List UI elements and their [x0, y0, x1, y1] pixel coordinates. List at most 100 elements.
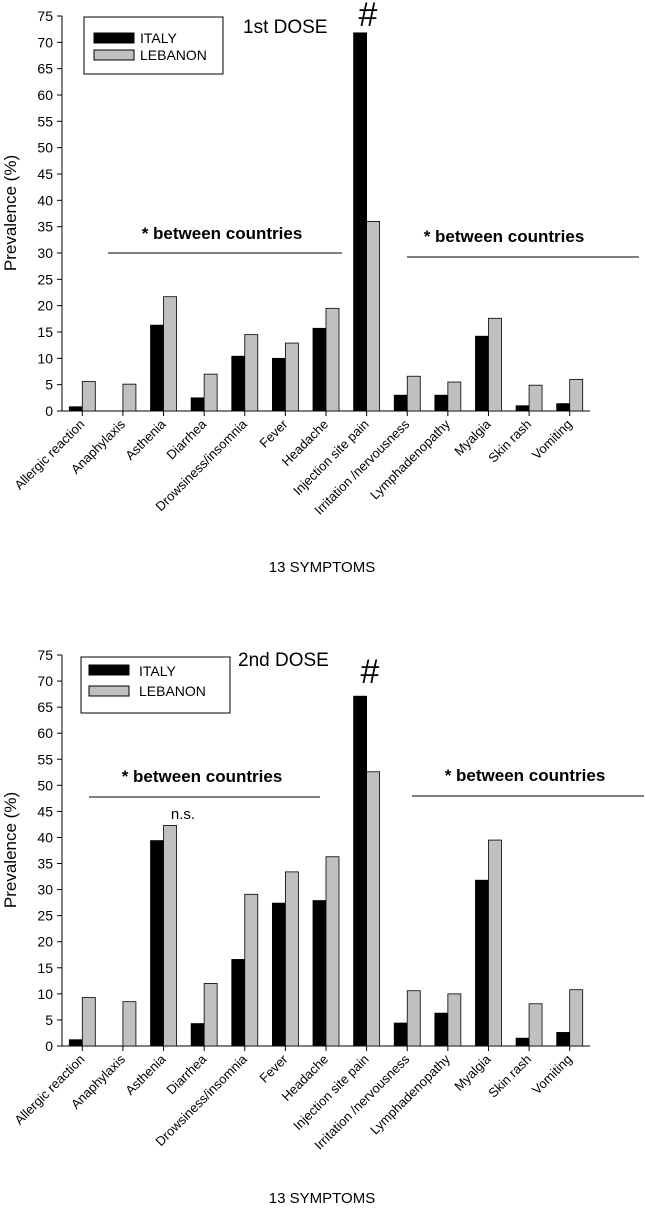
legend-swatch-lebanon [93, 49, 135, 61]
bar-lebanon-13 [569, 378, 584, 412]
bar-italy-5 [231, 355, 246, 412]
y-axis-label: Prevalence (%) [1, 792, 20, 908]
bar-lebanon-4 [203, 983, 218, 1047]
y-tick-label: 40 [37, 192, 53, 208]
bar-italy-1 [68, 1039, 83, 1047]
bar-italy-4 [190, 1023, 205, 1047]
bar-italy-3 [150, 324, 164, 412]
bar-italy-11 [475, 335, 489, 412]
bar-italy-11 [475, 879, 489, 1047]
y-tick-label: 70 [37, 34, 53, 50]
bar-lebanon-1 [81, 997, 96, 1047]
x-axis-label: 13 SYMPTOMS [269, 559, 375, 576]
y-tick-label: 5 [45, 377, 53, 393]
bar-lebanon-9 [406, 375, 421, 412]
x-tick-label: Allergic reaction [11, 417, 87, 493]
x-tick-label: Injection site pain [290, 417, 372, 499]
y-tick-label: 40 [37, 829, 53, 845]
bar-italy-10 [434, 394, 449, 412]
y-tick-label: 10 [37, 350, 53, 366]
bar-italy-9 [393, 1022, 408, 1047]
legend-label-italy: ITALY [140, 30, 177, 46]
y-tick-label: 55 [37, 751, 53, 767]
y-axis-label: Prevalence (%) [1, 155, 20, 271]
x-tick-label: Vomiting [529, 417, 575, 463]
bar-lebanon-8 [366, 771, 381, 1047]
bar-lebanon-3 [163, 825, 177, 1047]
x-tick-label: Allergic reaction [11, 1052, 87, 1128]
chart-2nd-dose: 0 5 10 15 20 25 30 35 40 45 50 55 60 65 70 75 Allergic … [1, 647, 644, 1207]
bar-italy-7 [312, 900, 327, 1047]
y-tick-label: 15 [37, 324, 53, 340]
bar-lebanon-7 [325, 856, 340, 1047]
y-tick-label: 5 [45, 1012, 53, 1028]
bar-lebanon-6 [284, 342, 299, 412]
x-tick-label: Fever [256, 416, 291, 451]
chart-title: 2nd DOSE [238, 650, 329, 671]
legend-label-lebanon: LEBANON [140, 47, 207, 63]
y-tick-label: 50 [37, 140, 53, 156]
y-tick-label: 20 [37, 298, 53, 314]
legend-label-italy: ITALY [139, 663, 176, 679]
y-tick-label: 60 [37, 87, 53, 103]
y-tick-label: 10 [37, 986, 53, 1002]
bar-lebanon-5 [244, 334, 259, 412]
y-tick-label: 65 [37, 699, 53, 715]
bar-italy-6 [271, 902, 286, 1047]
y-tick-label: 20 [37, 934, 53, 950]
bar-lebanon-2 [122, 383, 137, 412]
bar-lebanon-5 [244, 893, 259, 1047]
bar-italy-13 [556, 1032, 571, 1047]
legend-swatch-italy [88, 664, 130, 676]
x-tick-label: Fever [256, 1051, 291, 1086]
chart-1st-dose: 0 5 10 15 20 25 30 35 40 45 50 55 60 65 70 75 Allergic … [1, 0, 639, 576]
ns-annotation: n.s. [171, 806, 195, 823]
x-tick-label: Skin rash [485, 417, 534, 466]
bar-lebanon-12 [528, 384, 543, 412]
y-tick-label: 45 [37, 166, 53, 182]
bar-lebanon-13 [569, 989, 584, 1047]
y-ticks: 0 5 10 15 20 25 30 35 40 45 50 55 60 65 70 75 [37, 647, 62, 1054]
y-tick-label: 0 [45, 403, 53, 419]
bar-lebanon-12 [528, 1003, 543, 1047]
y-tick-label: 15 [37, 960, 53, 976]
bar-italy-9 [393, 394, 408, 412]
bar-lebanon-6 [284, 871, 299, 1047]
right-significance-label: * between countries [424, 227, 585, 246]
left-significance-label: * between countries [142, 224, 303, 243]
x-tick-label: Skin rash [485, 1052, 534, 1101]
bar-italy-8 [353, 695, 368, 1047]
bar-lebanon-4 [203, 373, 218, 412]
bar-lebanon-1 [81, 381, 96, 412]
y-tick-label: 25 [37, 271, 53, 287]
legend: ITALY LEBANON [83, 16, 224, 75]
y-tick-label: 50 [37, 777, 53, 793]
x-tick-label: Asthenia [122, 416, 169, 463]
y-tick-label: 0 [45, 1038, 53, 1054]
x-tick-label: Vomiting [529, 1052, 575, 1098]
bar-lebanon-7 [325, 307, 340, 412]
bar-lebanon-11 [488, 839, 502, 1047]
legend-swatch-lebanon [88, 685, 130, 697]
y-tick-label: 70 [37, 673, 53, 689]
y-tick-label: 35 [37, 219, 53, 235]
y-tick-label: 45 [37, 803, 53, 819]
bar-lebanon-3 [163, 296, 177, 412]
bar-lebanon-9 [406, 990, 421, 1047]
bar-italy-12 [515, 1037, 530, 1047]
bar-italy-1 [68, 406, 83, 412]
bar-italy-8 [353, 32, 368, 412]
bar-italy-12 [515, 405, 530, 412]
bar-lebanon-11 [488, 317, 502, 412]
bar-italy-6 [271, 357, 286, 412]
bar-lebanon-10 [447, 993, 462, 1047]
legend: ITALY LEBANON [80, 656, 231, 714]
x-axis-label: 13 SYMPTOMS [269, 1190, 375, 1207]
y-tick-label: 30 [37, 245, 53, 261]
bars [68, 695, 584, 1047]
x-tick-label: Asthenia [122, 1051, 169, 1098]
bar-italy-13 [556, 403, 571, 412]
hash-annotation: # [359, 0, 378, 34]
x-tick-label: Injection site pain [290, 1052, 372, 1134]
bar-italy-5 [231, 959, 246, 1047]
